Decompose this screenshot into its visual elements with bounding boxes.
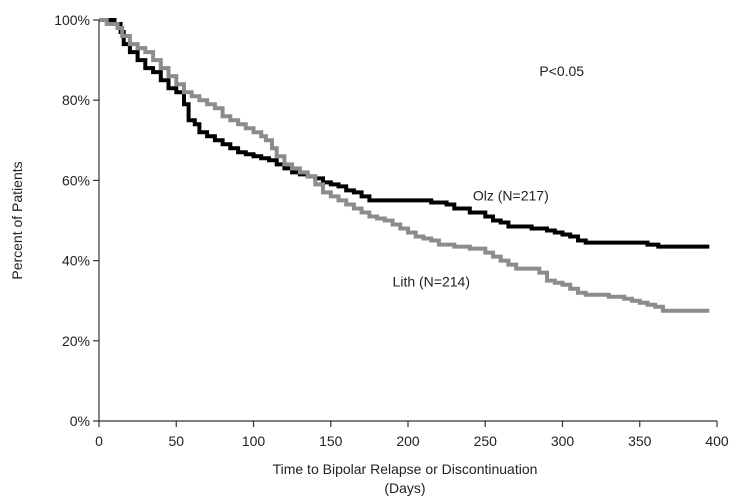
series-layer bbox=[99, 18, 710, 313]
x-tick-label: 350 bbox=[628, 433, 652, 449]
x-tick-label: 400 bbox=[705, 433, 729, 449]
x-tick-label: 150 bbox=[319, 433, 343, 449]
x-tick-label: 100 bbox=[242, 433, 266, 449]
x-axis-title: Time to Bipolar Relapse or Discontinuati… bbox=[273, 461, 538, 477]
series-line bbox=[99, 18, 710, 313]
annotations-layer: P<0.05 Olz (N=217) Lith (N=214) bbox=[393, 63, 585, 290]
annotation-label: P<0.05 bbox=[539, 63, 584, 79]
x-tick-label: 0 bbox=[95, 433, 103, 449]
y-tick-label: 80% bbox=[62, 92, 90, 108]
x-tick-label: 50 bbox=[168, 433, 184, 449]
annotation-label: Olz (N=217) bbox=[473, 187, 549, 203]
y-tick-label: 20% bbox=[62, 333, 90, 349]
y-tick-label: 100% bbox=[54, 12, 90, 28]
y-ticks: 0% 20% 40% 60% 80% 100% bbox=[54, 12, 99, 429]
axes-layer: 0% 20% 40% 60% 80% 100% 0 50 100 150 200 250 300 350… bbox=[54, 12, 729, 449]
x-ticks: 0 50 100 150 200 250 300 350 400 bbox=[95, 421, 729, 449]
x-axis-title-line2: (Days) bbox=[384, 480, 425, 496]
x-tick-label: 300 bbox=[551, 433, 575, 449]
series-line bbox=[99, 18, 710, 249]
x-tick-label: 200 bbox=[396, 433, 420, 449]
y-axis-title: Percent of Patients bbox=[9, 161, 25, 279]
y-tick-label: 40% bbox=[62, 253, 90, 269]
y-tick-label: 0% bbox=[70, 413, 90, 429]
x-tick-label: 250 bbox=[474, 433, 498, 449]
y-tick-label: 60% bbox=[62, 172, 90, 188]
annotation-label: Lith (N=214) bbox=[393, 274, 470, 290]
